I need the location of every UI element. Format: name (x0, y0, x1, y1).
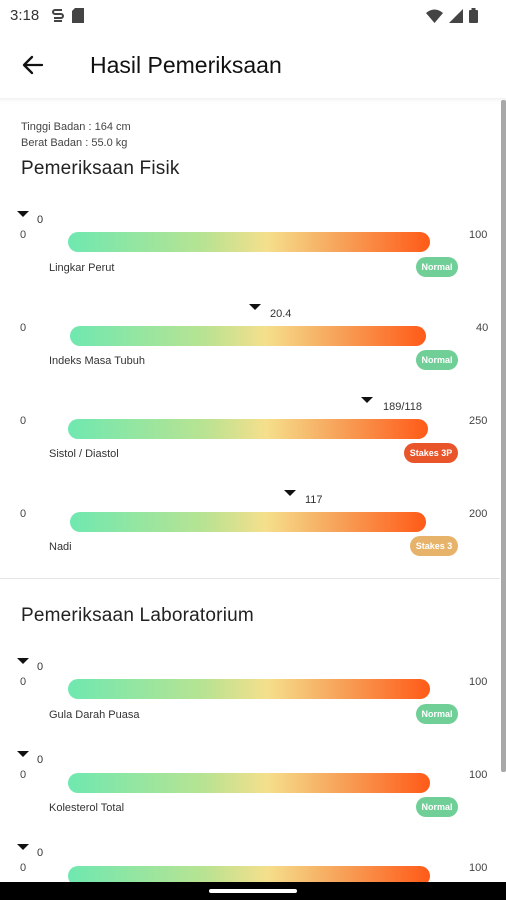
range-bar (68, 773, 430, 793)
value-marker-icon (17, 658, 29, 664)
metric-max: 100 (469, 862, 488, 874)
metric-value: 117 (305, 494, 323, 506)
value-marker-icon (17, 751, 29, 757)
home-indicator[interactable] (209, 889, 297, 893)
metric-min: 0 (20, 415, 27, 427)
status-badge: Normal (416, 257, 458, 277)
value-marker-icon (17, 844, 29, 850)
arrow-back-icon (22, 55, 44, 75)
status-badge: Normal (416, 350, 458, 370)
metric-label: Gula Darah Puasa (49, 709, 140, 721)
range-bar (68, 866, 430, 882)
gesture-nav-bar (0, 882, 506, 900)
value-marker-icon (361, 397, 373, 403)
battery-icon (469, 8, 478, 23)
metric-nadi: 117 0 200 Nadi Stakes 3 (0, 485, 506, 578)
metric-label: Indeks Masa Tubuh (49, 355, 146, 367)
status-icons-right (426, 8, 478, 23)
range-bar (70, 512, 426, 532)
wifi-icon (426, 9, 443, 23)
scrollbar[interactable] (501, 100, 506, 772)
range-bar (68, 419, 428, 439)
metric-value: 0 (37, 661, 44, 673)
metric-label: Kolesterol Total (49, 802, 125, 814)
range-bar (70, 326, 426, 346)
metric-min: 0 (20, 676, 27, 688)
status-badge: Stakes 3 (410, 536, 458, 556)
value-marker-icon (284, 490, 296, 496)
status-icons-left (52, 8, 84, 23)
metric-max: 100 (469, 769, 488, 781)
metric-gula-darah: 0 0 100 Gula Darah Puasa Normal (0, 653, 506, 746)
page-title: Hasil Pemeriksaan (90, 52, 282, 78)
range-bar (68, 232, 430, 252)
metric-sistol-diastol: 189/118 0 250 Sistol / Diastol Stakes 3P (0, 392, 506, 485)
status-badge: Normal (416, 704, 458, 724)
range-bar (68, 679, 430, 699)
metric-value: 189/118 (383, 401, 422, 413)
metric-min: 0 (20, 862, 27, 874)
metric-imt: 20.4 0 40 Indeks Masa Tubuh Normal (0, 299, 506, 392)
status-bar: 3:18 (0, 0, 506, 32)
app-bar: Hasil Pemeriksaan (0, 32, 506, 98)
metric-max: 100 (469, 676, 488, 688)
metric-min: 0 (20, 229, 27, 241)
physical-section-title: Pemeriksaan Fisik (21, 158, 180, 179)
lab-section-title: Pemeriksaan Laboratorium (21, 605, 254, 626)
height-info: Tinggi Badan : 164 cm (21, 121, 131, 133)
value-marker-icon (17, 211, 29, 217)
value-marker-icon (249, 304, 261, 310)
weight-info: Berat Badan : 55.0 kg (21, 137, 128, 149)
metric-max: 40 (476, 322, 489, 334)
sync-icon (52, 9, 64, 22)
metric-max: 100 (469, 229, 488, 241)
results-content[interactable]: Tinggi Badan : 164 cm Berat Badan : 55.0… (0, 98, 506, 882)
status-badge: Stakes 3P (404, 443, 458, 463)
signal-icon (449, 8, 463, 23)
metric-min: 0 (20, 769, 27, 781)
metric-max: 200 (469, 508, 488, 520)
metric-value: 0 (37, 214, 44, 226)
metric-value: 20.4 (270, 308, 292, 320)
section-divider (0, 578, 500, 579)
back-button[interactable] (18, 50, 48, 80)
metric-min: 0 (20, 508, 27, 520)
metric-min: 0 (20, 322, 27, 334)
metric-value: 0 (37, 847, 44, 859)
metric-label: Nadi (49, 541, 72, 553)
sd-card-icon (72, 8, 84, 23)
status-badge: Normal (416, 797, 458, 817)
metric-max: 250 (469, 415, 488, 427)
metric-lab-3: 0 0 100 (0, 839, 506, 882)
metric-value: 0 (37, 754, 44, 766)
metric-lingkar-perut: 0 0 100 Lingkar Perut Normal (0, 206, 506, 299)
metric-label: Sistol / Diastol (49, 448, 119, 460)
status-time: 3:18 (10, 7, 40, 24)
metric-label: Lingkar Perut (49, 262, 115, 274)
metric-kolesterol: 0 0 100 Kolesterol Total Normal (0, 746, 506, 839)
